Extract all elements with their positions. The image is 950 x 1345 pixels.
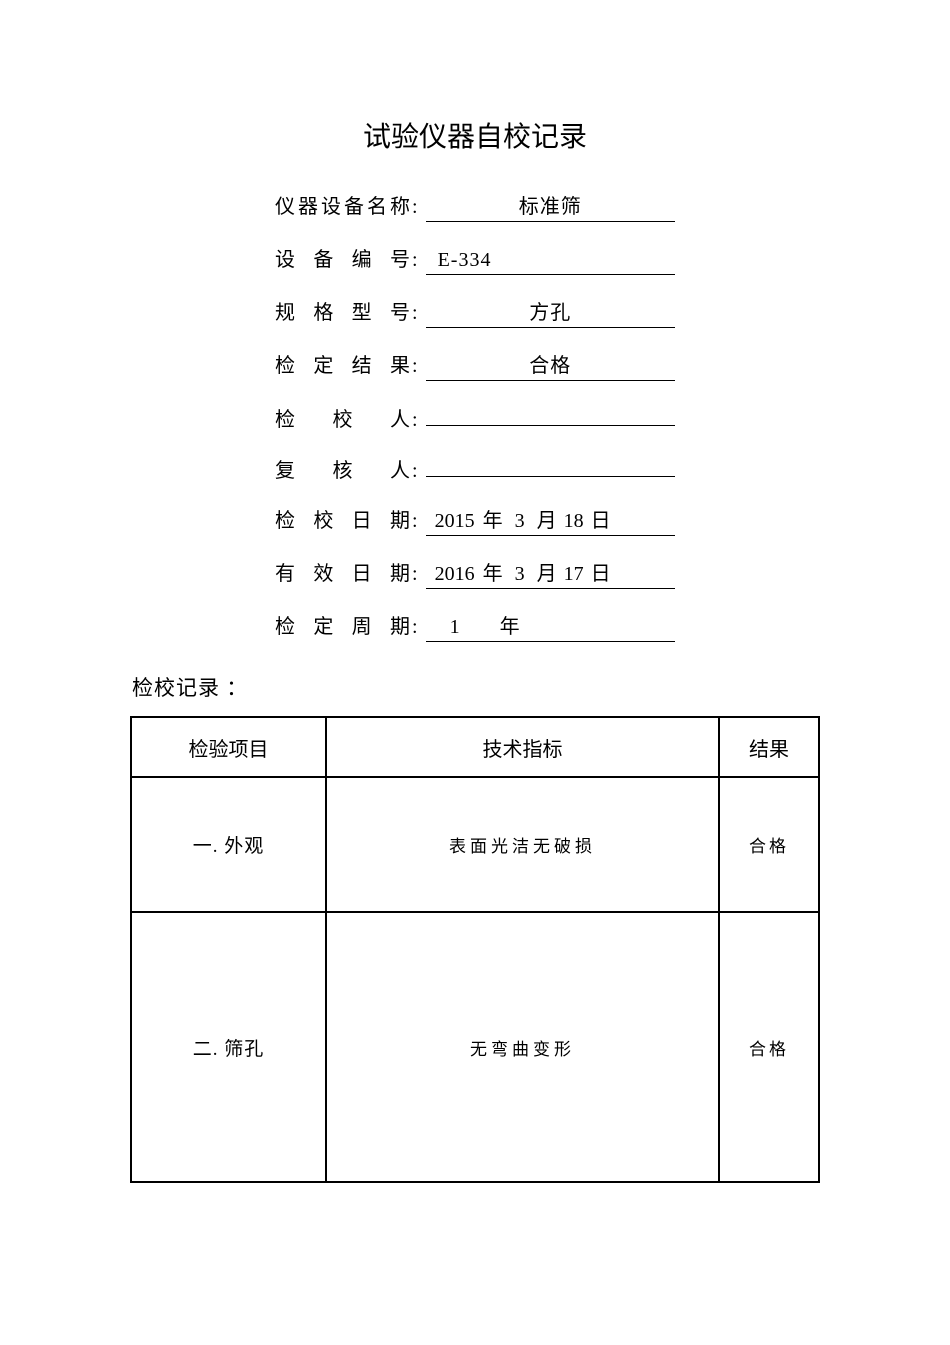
field-equipment-no: 设备编号: E-334 [275, 243, 675, 275]
row-result: 合格 [749, 837, 789, 856]
inspector-value [426, 402, 675, 426]
table-row: 一. 外观 表面光洁无破损 合格 [131, 777, 819, 912]
form-fields: 仪器设备名称: 标准筛 设备编号: E-334 规格型号: 方孔 检定结果: 合… [275, 190, 675, 642]
row-result: 合格 [749, 1040, 789, 1059]
period-unit: 年 [480, 610, 540, 639]
field-inspector: 检校人: [275, 402, 675, 432]
valid-date-month: 3 [506, 563, 534, 586]
page-title: 试验仪器自校记录 [130, 115, 820, 155]
header-item: 检验项目 [131, 717, 326, 777]
header-result: 结果 [719, 717, 819, 777]
field-verdict: 检定结果: 合格 [275, 349, 675, 381]
field-check-date: 检校日期: 2015 年 3 月 18 日 [275, 504, 675, 536]
table-header-row: 检验项目 技术指标 结果 [131, 717, 819, 777]
field-period: 检定周期: 1 年 [275, 610, 675, 642]
check-date-month: 3 [506, 510, 534, 533]
row-spec: 无弯曲变形 [470, 1040, 575, 1059]
record-table: 检验项目 技术指标 结果 一. 外观 表面光洁无破损 合格 二. 筛孔 无弯曲变… [130, 716, 820, 1183]
table-row: 二. 筛孔 无弯曲变形 合格 [131, 912, 819, 1182]
section-label: 检校记录 ： [132, 672, 820, 702]
check-date-year: 2015 [430, 510, 480, 533]
field-equipment-name: 仪器设备名称: 标准筛 [275, 190, 675, 222]
check-date-day: 18 [560, 510, 588, 533]
field-spec-model: 规格型号: 方孔 [275, 296, 675, 328]
field-valid-date: 有效日期: 2016 年 3 月 17 日 [275, 557, 675, 589]
equipment-name-value: 标准筛 [426, 190, 675, 222]
field-reviewer: 复核人: [275, 453, 675, 483]
header-spec: 技术指标 [326, 717, 719, 777]
spec-model-value: 方孔 [426, 296, 675, 328]
period-num: 1 [430, 616, 480, 639]
equipment-no-value: E-334 [426, 249, 675, 275]
valid-date-day: 17 [560, 563, 588, 586]
valid-date-year: 2016 [430, 563, 480, 586]
row-item: 二. 筛孔 [193, 1039, 265, 1060]
row-item: 一. 外观 [193, 836, 265, 857]
row-spec: 表面光洁无破损 [449, 837, 596, 856]
reviewer-value [426, 453, 675, 477]
verdict-value: 合格 [426, 349, 675, 381]
